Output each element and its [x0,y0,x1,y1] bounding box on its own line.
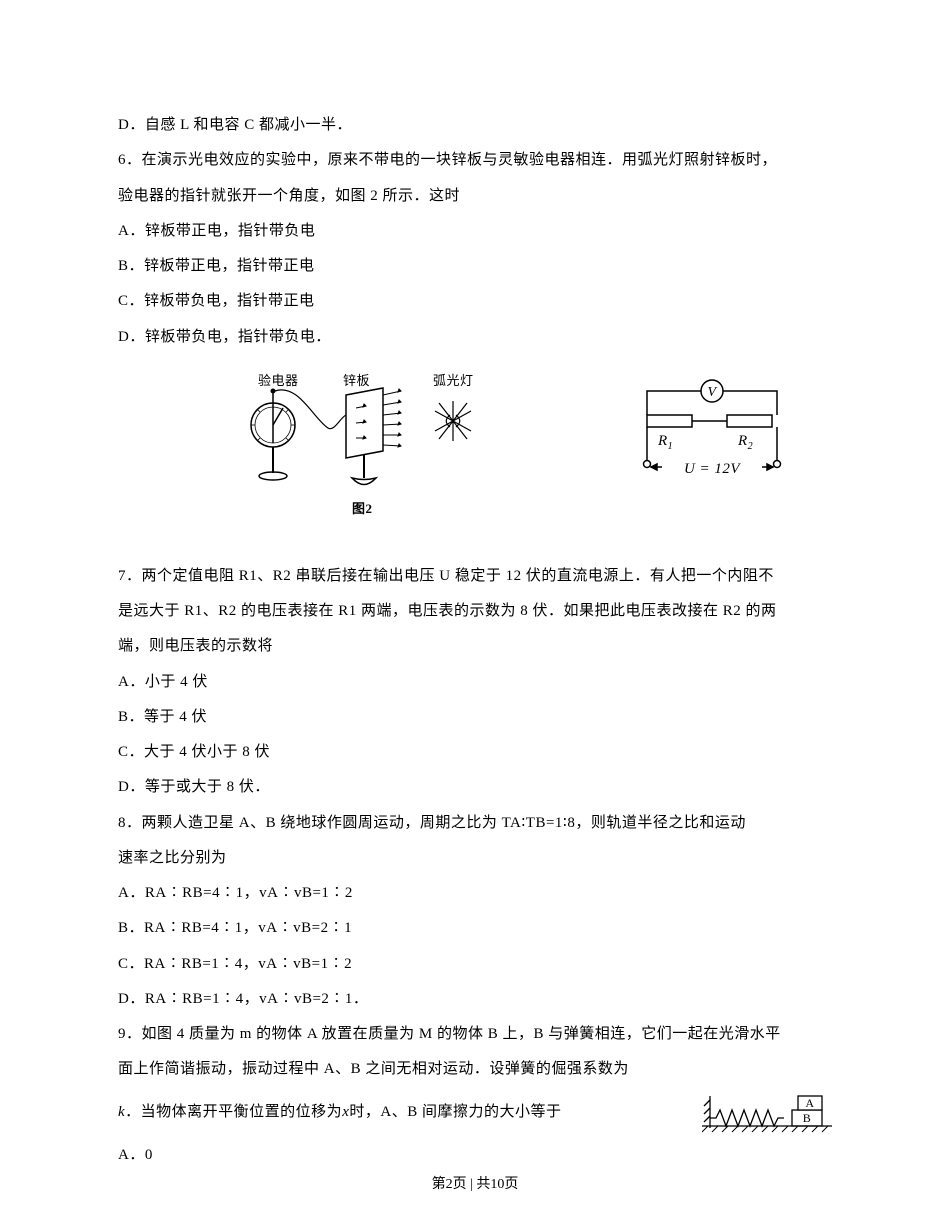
q7-option-b: B．等于 4 伏 [118,700,832,735]
q9-line3: k．当物体离开平衡位置的位移为x时，A、B 间摩擦力的大小等于 [118,1095,702,1130]
q8-option-a: A．RA∶RB=4∶1，vA∶vB=1∶2 [118,876,832,911]
q6-option-c: C．锌板带负电，指针带正电 [118,284,832,319]
u-label: U = 12V [684,461,741,477]
q8-line2: 速率之比分别为 [118,841,832,876]
block-a-label: A [805,1096,814,1110]
q9-line1: 9．如图 4 质量为 m 的物体 A 放置在质量为 M 的物体 B 上，B 与弹… [118,1017,832,1052]
r1-label: R1 [657,433,673,452]
q8-option-d: D．RA∶RB=1∶4，vA∶vB=2∶1． [118,982,832,1017]
q7-line3: 端，则电压表的示数将 [118,629,832,664]
q9-line2: 面上作简谐振动，振动过程中 A、B 之间无相对运动．设弹簧的倔强系数为 [118,1052,832,1087]
voltmeter-label: V [707,385,717,400]
q6-option-b: B．锌板带正电，指针带正电 [118,249,832,284]
page: D．自感 L 和电容 C 都减小一半． 6．在演示光电效应的实验中，原来不带电的… [0,0,950,1230]
q7-option-c: C．大于 4 伏小于 8 伏 [118,735,832,770]
figure-caption: 图2 [352,501,373,516]
q7-option-a: A．小于 4 伏 [118,665,832,700]
q6-stem-line2: 验电器的指针就张开一个角度，如图 2 所示．这时 [118,179,832,214]
q9-line3-row: k．当物体离开平衡位置的位移为x时，A、B 间摩擦力的大小等于 [118,1088,832,1138]
q8-option-b: B．RA∶RB=4∶1，vA∶vB=2∶1 [118,911,832,946]
q5-option-d: D．自感 L 和电容 C 都减小一半． [118,108,832,143]
label-arc: 弧光灯 [433,373,474,388]
figure-row-q6: 验电器 锌板 弧光灯 [118,373,832,523]
circuit-figure: V R1 R2 U = 12V [602,373,822,503]
q9-option-a: A．0 [118,1138,832,1173]
label-electroscope: 验电器 [258,373,299,388]
q6-option-a: A．锌板带正电，指针带负电 [118,214,832,249]
q7-line2: 是远大于 R1、R2 的电压表接在 R1 两端，电压表的示数为 8 伏．如果把此… [118,594,832,629]
q8-option-c: C．RA∶RB=1∶4，vA∶vB=1∶2 [118,947,832,982]
label-zinc: 锌板 [343,373,370,388]
spring-block-figure: A B [702,1088,832,1138]
q6-option-d: D．锌板带负电，指针带负电． [118,320,832,355]
q6-stem-line1: 6．在演示光电效应的实验中，原来不带电的一块锌板与灵敏验电器相连．用弧光灯照射锌… [118,143,832,178]
page-footer: 第2页 | 共10页 [0,1169,950,1202]
q7-line1: 7．两个定值电阻 R1、R2 串联后接在输出电压 U 稳定于 12 伏的直流电源… [118,559,832,594]
electroscope-figure: 验电器 锌板 弧光灯 [238,373,498,523]
q7-option-d: D．等于或大于 8 伏． [118,770,832,805]
block-b-label: B [803,1111,812,1125]
r2-label: R2 [737,433,753,452]
q8-line1: 8．两颗人造卫星 A、B 绕地球作圆周运动，周期之比为 TA∶TB=1∶8，则轨… [118,806,832,841]
